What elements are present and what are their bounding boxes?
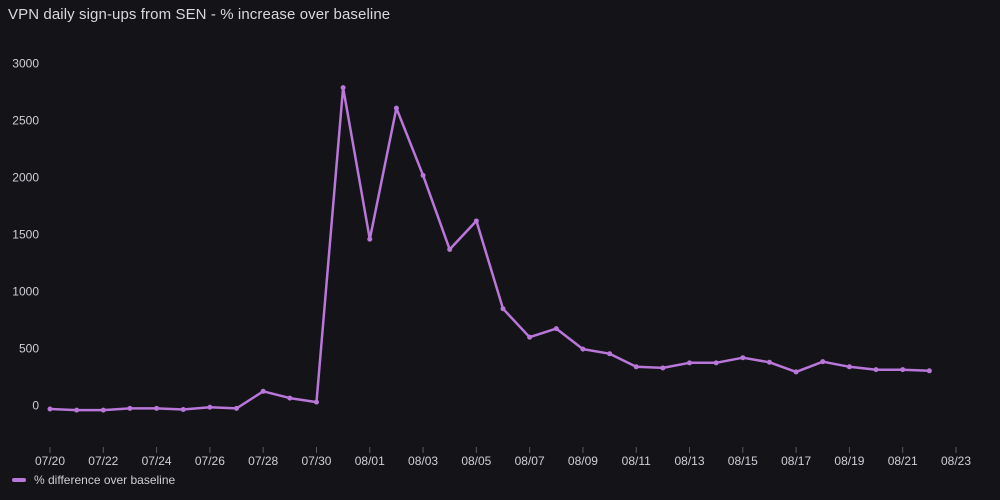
- data-point[interactable]: [740, 355, 746, 361]
- x-tick-label: 08/07: [515, 454, 545, 468]
- y-tick-label: 3000: [12, 57, 39, 71]
- data-point[interactable]: [527, 334, 533, 340]
- data-point[interactable]: [713, 360, 719, 366]
- data-point[interactable]: [180, 407, 186, 413]
- data-point[interactable]: [74, 407, 80, 413]
- data-point[interactable]: [633, 364, 639, 370]
- data-point[interactable]: [287, 395, 293, 401]
- y-tick-label: 500: [19, 342, 39, 356]
- x-tick-label: 07/30: [301, 454, 331, 468]
- data-point[interactable]: [926, 368, 932, 374]
- x-tick-label: 08/17: [781, 454, 811, 468]
- data-point[interactable]: [207, 404, 213, 410]
- x-tick-label: 08/11: [622, 454, 651, 468]
- x-tick-label: 08/03: [408, 454, 438, 468]
- x-tick-label: 07/28: [248, 454, 278, 468]
- data-point[interactable]: [367, 236, 373, 242]
- y-axis: 0 500 1000 1500 2000 2500 3000: [12, 57, 39, 413]
- data-point[interactable]: [100, 407, 106, 413]
- data-point[interactable]: [127, 405, 133, 411]
- legend[interactable]: % difference over baseline: [12, 472, 175, 488]
- x-tick-label: 08/01: [355, 454, 385, 468]
- data-point[interactable]: [607, 351, 613, 357]
- data-point[interactable]: [873, 367, 879, 373]
- series-line[interactable]: [48, 86, 931, 412]
- x-tick-label: 08/13: [675, 454, 705, 468]
- data-point[interactable]: [393, 105, 399, 111]
- data-point[interactable]: [820, 359, 826, 365]
- data-point[interactable]: [846, 364, 852, 370]
- y-tick-label: 2500: [12, 114, 39, 128]
- data-point[interactable]: [420, 172, 426, 178]
- y-tick-label: 1500: [12, 228, 39, 242]
- y-tick-label: 1000: [12, 285, 39, 299]
- data-point[interactable]: [766, 359, 772, 365]
- series-layer: [47, 85, 932, 413]
- legend-label: % difference over baseline: [34, 473, 176, 487]
- data-point[interactable]: [580, 346, 586, 352]
- x-tick-label: 08/23: [941, 454, 971, 468]
- y-tick-label: 0: [32, 399, 39, 413]
- data-point[interactable]: [313, 399, 319, 405]
- x-tick-label: 07/20: [35, 454, 65, 468]
- data-point[interactable]: [47, 406, 53, 412]
- data-point[interactable]: [473, 218, 479, 224]
- data-point[interactable]: [234, 405, 240, 411]
- data-point[interactable]: [900, 367, 906, 373]
- x-tick-label: 07/22: [88, 454, 118, 468]
- chart-title: VPN daily sign-ups from SEN - % increase…: [8, 6, 391, 23]
- data-point[interactable]: [687, 360, 693, 366]
- legend-swatch: [12, 478, 26, 482]
- x-tick-label: 08/05: [461, 454, 491, 468]
- data-point[interactable]: [793, 369, 799, 375]
- data-point[interactable]: [500, 306, 506, 312]
- x-tick-label: 08/21: [888, 454, 918, 468]
- data-point[interactable]: [340, 85, 346, 91]
- x-tick-label: 07/24: [142, 454, 172, 468]
- x-tick-label: 08/15: [728, 454, 758, 468]
- x-axis: 07/20 07/22 07/24 07/26 07/28 07/30 08/01 08/03…: [35, 447, 971, 468]
- data-point[interactable]: [553, 326, 559, 332]
- data-point[interactable]: [260, 388, 266, 394]
- data-point[interactable]: [447, 246, 453, 252]
- x-tick-label: 08/09: [568, 454, 598, 468]
- y-tick-label: 2000: [12, 171, 39, 185]
- data-point[interactable]: [660, 365, 666, 371]
- x-tick-label: 08/19: [834, 454, 864, 468]
- data-point[interactable]: [154, 405, 160, 411]
- x-tick-label: 07/26: [195, 454, 225, 468]
